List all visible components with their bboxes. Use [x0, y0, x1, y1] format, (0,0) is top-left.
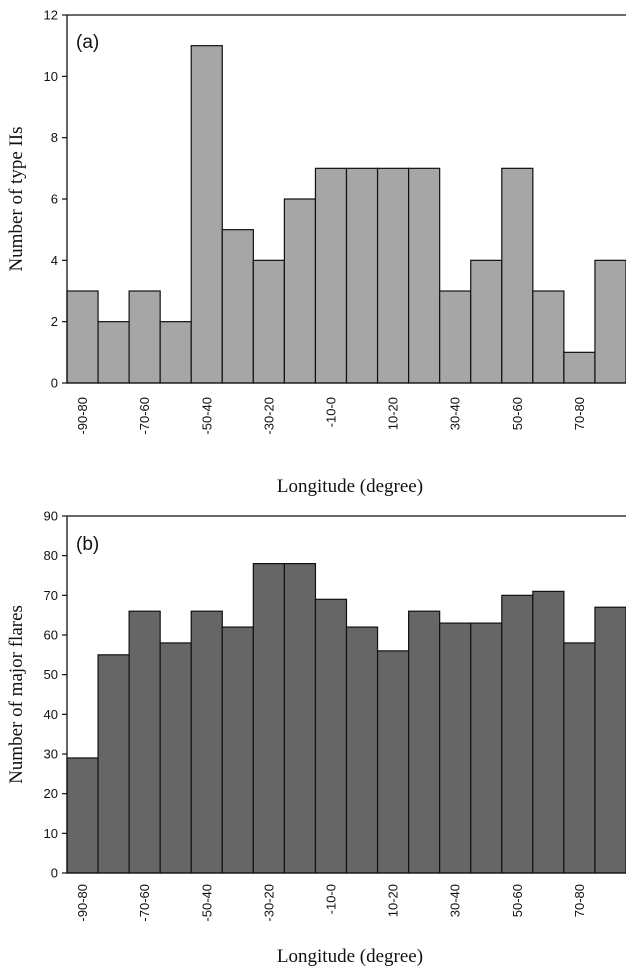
panel-b-y-tick-label: 90 [44, 509, 58, 524]
panel-b-x-tick-label: 30-40 [448, 884, 463, 917]
panel-b-y-tick-label: 20 [44, 786, 58, 801]
panel-a-x-tick-label: 50-60 [510, 397, 525, 430]
panel-a-x-tick-label: -30-20 [261, 397, 276, 435]
panel-a-y-tick-label: 6 [51, 192, 58, 207]
panel-b-chart: 0 10 20 30 40 50 60 70 80 90 -90-80 -70-60 -50-40 -30… [6, 509, 626, 967]
panel-a-y-tick-label: 4 [51, 253, 58, 268]
panel-b-y-tick-label: 30 [44, 747, 58, 762]
panel-a-y-tick-label: 2 [51, 314, 58, 329]
panel-b-bar [532, 590, 565, 874]
panel-b-bar [439, 622, 472, 874]
panel-b-y-tick-label: 60 [44, 628, 58, 643]
panel-b-bar [66, 757, 99, 874]
panel-b-x-axis-title: Longitude (degree) [277, 946, 423, 967]
panel-a-y-tick-label: 12 [44, 8, 58, 23]
panel-b-bar [283, 562, 317, 874]
panel-a-x-tick-label: -90-80 [75, 397, 90, 435]
panel-b-label: (b) [76, 534, 99, 555]
panel-b-bar [376, 650, 410, 874]
panel-b-x-tick-label: 10-20 [386, 884, 401, 917]
panel-a-bar [190, 45, 223, 384]
panel-b-x-tick-label: 50-60 [510, 884, 525, 917]
panel-b-bar [190, 610, 223, 874]
panel-a-bar [314, 167, 348, 384]
panel-a-bar [532, 290, 565, 384]
panel-b-y-tick-label: 40 [44, 707, 58, 722]
panel-b-bar [97, 654, 130, 874]
panel-a-chart: 0 2 4 6 8 10 12 -90-80 -70-60 -50-40 -30-20 -10-0 10… [6, 8, 626, 497]
panel-b-bar [345, 626, 379, 874]
panel-b-x-tick-label: -90-80 [75, 884, 90, 922]
panel-b-y-tick-label: 10 [44, 826, 58, 841]
panel-a-y-tick-label: 8 [51, 130, 58, 145]
panel-a-x-tick-label: 70-80 [572, 397, 587, 430]
panel-a-bar [563, 351, 596, 384]
panel-b-bar [159, 642, 192, 874]
panel-a-x-tick-label: -10-0 [324, 397, 339, 427]
panel-a-bar [66, 290, 99, 384]
panel-b-y-axis-title: Number of major flares [6, 605, 27, 784]
panel-b-x-tick-label: -30-20 [261, 884, 276, 922]
panel-b-bar [594, 606, 626, 874]
panel-a-bar [439, 290, 472, 384]
panel-b-y-tick-label: 70 [44, 588, 58, 603]
panel-b-x-tick-label: -10-0 [324, 884, 339, 914]
panel-a-x-tick-label: -50-40 [199, 397, 214, 435]
panel-b-x-tick-label: 70-80 [572, 884, 587, 917]
panel-a-bar [221, 229, 254, 384]
panel-a-label: (a) [76, 32, 99, 53]
panel-b-bar [252, 562, 285, 874]
panel-a-bar [128, 290, 161, 384]
panel-b-bar [128, 610, 161, 874]
panel-b-y-tick-label: 50 [44, 667, 58, 682]
panel-a-bar [252, 259, 285, 384]
panel-b-bar [501, 594, 534, 874]
panel-a-bar [345, 167, 379, 384]
panel-b-bar [470, 622, 503, 874]
panel-b-y-tick-label: 0 [51, 866, 58, 881]
panel-a-bar [470, 259, 503, 384]
panel-b-x-tick-label: -50-40 [199, 884, 214, 922]
panel-a-bar [376, 167, 410, 384]
panel-b-bar [408, 610, 441, 874]
panel-a-bar [594, 259, 626, 384]
panel-b-bar [314, 598, 348, 874]
panel-a-bar [408, 167, 441, 384]
panel-a-y-tick-label: 10 [44, 69, 58, 84]
panel-a-y-axis-title: Number of type IIs [6, 126, 27, 271]
panel-b-bar [221, 626, 254, 874]
panel-a-bar [159, 321, 192, 384]
panel-a-x-tick-label: 10-20 [386, 397, 401, 430]
panel-b-x-tick-label: -70-60 [137, 884, 152, 922]
panel-b-y-tick-label: 80 [44, 548, 58, 563]
panel-a-x-tick-label: 30-40 [448, 397, 463, 430]
panel-a-bar [97, 321, 130, 384]
panel-a-x-tick-label: -70-60 [137, 397, 152, 435]
panel-a-bar [283, 198, 317, 384]
panel-a-bar [501, 167, 534, 384]
panel-b-bar [563, 642, 596, 874]
panel-a-y-tick-label: 0 [51, 376, 58, 391]
panel-a-x-axis-title: Longitude (degree) [277, 476, 423, 497]
